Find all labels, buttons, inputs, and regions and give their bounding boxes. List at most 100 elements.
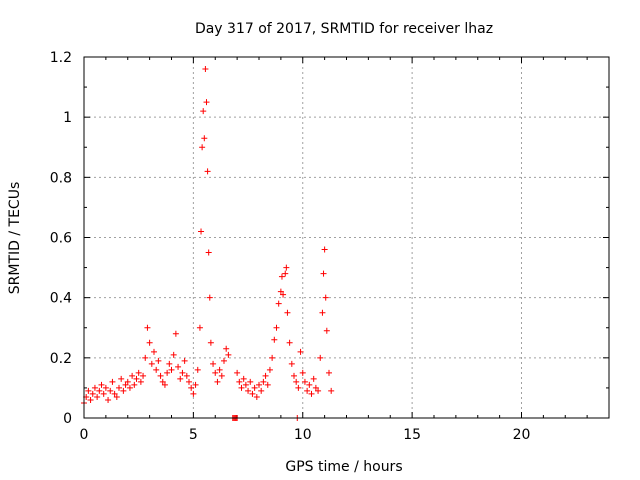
data-point — [199, 144, 206, 151]
data-point — [140, 372, 147, 379]
data-point — [168, 366, 175, 373]
data-point — [116, 384, 122, 391]
data-point — [186, 378, 192, 385]
data-point — [155, 357, 162, 364]
data-point — [266, 366, 273, 373]
data-point — [120, 387, 127, 394]
data-point — [262, 372, 269, 379]
data-point — [240, 375, 247, 382]
data-point — [133, 375, 140, 382]
data-point — [236, 378, 243, 385]
data-point — [109, 378, 116, 385]
data-point — [87, 396, 94, 403]
data-point — [183, 372, 190, 379]
data-point — [94, 393, 101, 400]
data-point — [297, 348, 304, 355]
data-point — [322, 294, 329, 301]
data-point — [288, 360, 295, 367]
data-point — [275, 300, 282, 307]
data-point — [188, 384, 195, 391]
data-point — [258, 387, 265, 394]
y-tick-label: 0.4 — [50, 291, 72, 307]
data-point — [317, 354, 324, 361]
data-point — [122, 381, 129, 388]
data-point — [196, 324, 203, 331]
data-point — [245, 387, 252, 394]
data-point — [118, 375, 125, 382]
data-point — [194, 366, 201, 373]
data-point — [260, 378, 267, 385]
data-point — [321, 246, 328, 253]
data-point — [238, 384, 245, 391]
data-point — [210, 360, 217, 367]
data-point — [126, 384, 133, 391]
data-point — [85, 387, 92, 394]
x-tick-label: 20 — [513, 427, 531, 443]
data-point — [113, 393, 120, 400]
data-point — [100, 390, 107, 397]
data-point — [277, 288, 284, 295]
data-point — [326, 369, 332, 376]
data-point — [102, 384, 109, 391]
data-point — [284, 309, 291, 316]
data-point — [286, 339, 293, 346]
data-point — [148, 360, 155, 367]
data-point — [253, 393, 260, 400]
plot-frame — [83, 56, 610, 419]
data-point — [107, 387, 114, 394]
data-point — [299, 369, 306, 376]
y-axis-label: SRMTID / TECUs — [7, 182, 23, 295]
y-tick-label: 0.8 — [50, 170, 72, 186]
data-point — [157, 372, 164, 379]
data-point — [223, 345, 230, 352]
data-point — [177, 375, 184, 382]
chart-title: Day 317 of 2017, SRMTID for receiver lha… — [195, 21, 493, 37]
data-point — [214, 378, 221, 385]
data-point — [269, 354, 276, 361]
data-point — [203, 99, 210, 106]
data-point — [91, 384, 98, 391]
tick-labels: 0 5 10 15 20 0 0.2 0.4 0.6 0.8 1 1.2 — [50, 50, 531, 443]
data-point — [161, 381, 168, 388]
data-point — [159, 378, 166, 385]
data-point — [144, 324, 151, 331]
data-point — [234, 369, 241, 376]
data-point — [198, 228, 205, 235]
data-point — [320, 270, 327, 277]
data-point — [306, 381, 313, 388]
data-point — [205, 249, 212, 256]
data-point — [264, 381, 271, 388]
data-point — [312, 384, 319, 391]
data-point — [151, 348, 157, 355]
data-point — [98, 381, 105, 388]
data-point — [212, 369, 219, 376]
data-point — [295, 384, 302, 391]
x-tick-label: 15 — [403, 427, 421, 443]
data-point — [96, 387, 103, 394]
grid-lines — [84, 57, 609, 418]
data-point — [131, 381, 138, 388]
data-point — [304, 387, 311, 394]
data-points — [81, 66, 335, 421]
data-point — [278, 273, 285, 280]
data-point — [207, 339, 214, 346]
y-tick-label: 1.2 — [50, 50, 72, 66]
y-tick-label: 0 — [63, 411, 72, 427]
data-point — [166, 360, 173, 367]
data-point — [301, 378, 308, 385]
data-point — [135, 369, 142, 376]
data-point — [142, 354, 149, 361]
data-point — [89, 390, 96, 397]
y-tick-label: 0.2 — [50, 351, 72, 367]
data-point — [153, 366, 160, 373]
data-point — [170, 351, 177, 358]
data-point — [280, 291, 287, 298]
data-point — [273, 324, 280, 331]
x-tick-label: 10 — [294, 427, 312, 443]
data-point — [105, 396, 112, 403]
data-point — [206, 294, 213, 301]
y-tick-label: 0.6 — [50, 231, 72, 247]
data-point — [146, 339, 153, 346]
x-tick-label: 5 — [189, 427, 198, 443]
